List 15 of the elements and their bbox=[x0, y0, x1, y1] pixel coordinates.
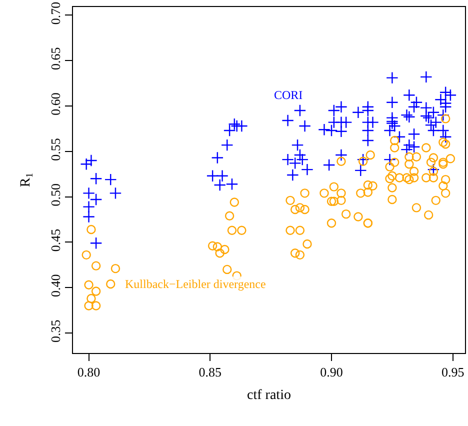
y-tick-label: 0.60 bbox=[48, 92, 63, 116]
x-tick-label: 0.95 bbox=[441, 364, 464, 380]
y-tick-label: 0.40 bbox=[48, 274, 63, 298]
series-label: Kullback−Leibler divergence bbox=[125, 277, 266, 291]
x-axis-title: ctf ratio bbox=[247, 388, 291, 403]
series-label: CORI bbox=[274, 88, 303, 102]
x-tick-label: 0.85 bbox=[198, 364, 222, 380]
x-tick-label: 0.90 bbox=[320, 364, 343, 380]
x-tick-label: 0.80 bbox=[77, 364, 100, 380]
y-tick-label: 0.65 bbox=[48, 47, 63, 70]
y-tick-label: 0.55 bbox=[48, 138, 63, 161]
y-tick-label: 0.35 bbox=[48, 320, 63, 342]
y-tick-label: 0.50 bbox=[48, 183, 63, 206]
y-tick-label: 0.45 bbox=[48, 228, 63, 252]
y-tick-label: 0.70 bbox=[48, 2, 63, 25]
